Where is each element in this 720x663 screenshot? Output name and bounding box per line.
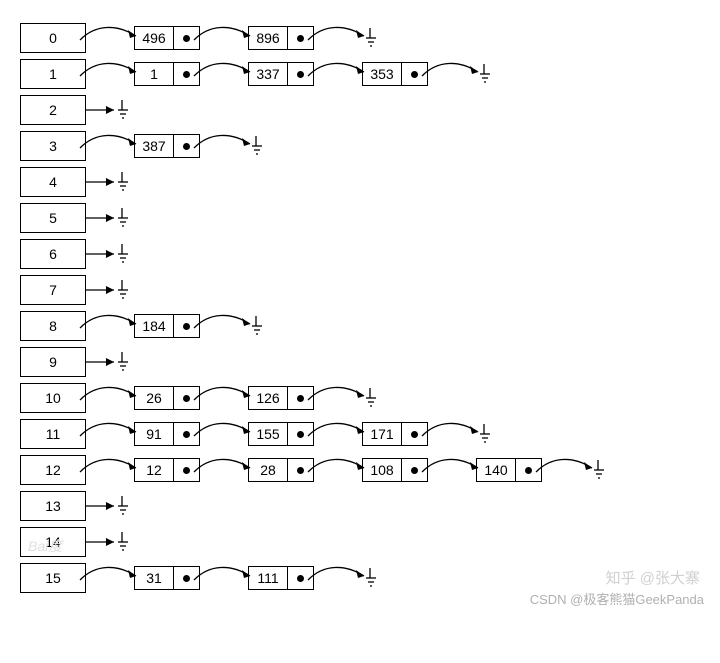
pointer-arrow bbox=[314, 386, 362, 410]
pointer-arrow bbox=[200, 134, 248, 158]
ground-icon bbox=[366, 386, 386, 410]
bucket-row: 2 bbox=[20, 92, 700, 128]
chain bbox=[86, 200, 138, 236]
ground-icon bbox=[118, 170, 138, 194]
chain: 1 337 353 bbox=[86, 56, 500, 92]
pointer-arrow bbox=[86, 26, 134, 50]
bucket-row: 6 bbox=[20, 236, 700, 272]
ground-icon bbox=[366, 26, 386, 50]
ground-icon bbox=[252, 314, 272, 338]
null-pointer-arrow bbox=[86, 170, 114, 194]
ground-icon bbox=[118, 278, 138, 302]
chain: 387 bbox=[86, 128, 272, 164]
chain: 12 28 108 140 bbox=[86, 452, 614, 488]
pointer-arrow bbox=[86, 62, 134, 86]
ground-icon bbox=[118, 98, 138, 122]
ground-icon bbox=[118, 206, 138, 230]
ground-icon bbox=[594, 458, 614, 482]
bucket-row: 14 bbox=[20, 524, 700, 560]
pointer-arrow bbox=[86, 422, 134, 446]
pointer-arrow bbox=[200, 386, 248, 410]
bucket-index-cell: 7 bbox=[20, 275, 86, 305]
pointer-arrow bbox=[428, 422, 476, 446]
bucket-row: 0 496 896 bbox=[20, 20, 700, 56]
ground-icon bbox=[118, 530, 138, 554]
bucket-row: 7 bbox=[20, 272, 700, 308]
pointer-arrow bbox=[86, 386, 134, 410]
bucket-index-cell: 5 bbox=[20, 203, 86, 233]
bucket-row: 8 184 bbox=[20, 308, 700, 344]
watermark-csdn: CSDN @极客熊猫GeekPanda bbox=[530, 589, 704, 608]
bucket-row: 3 387 bbox=[20, 128, 700, 164]
ground-icon bbox=[118, 350, 138, 374]
bucket-row: 4 bbox=[20, 164, 700, 200]
null-pointer-arrow bbox=[86, 530, 114, 554]
pointer-arrow bbox=[86, 566, 134, 590]
chain bbox=[86, 524, 138, 560]
chain: 184 bbox=[86, 308, 272, 344]
ground-icon bbox=[118, 494, 138, 518]
ground-icon bbox=[480, 422, 500, 446]
ground-icon bbox=[252, 134, 272, 158]
ground-icon bbox=[118, 242, 138, 266]
null-pointer-arrow bbox=[86, 494, 114, 518]
chain: 31 111 bbox=[86, 560, 386, 596]
pointer-arrow bbox=[200, 422, 248, 446]
pointer-arrow bbox=[314, 458, 362, 482]
chain: 91 155 171 bbox=[86, 416, 500, 452]
bucket-index-cell: 13 bbox=[20, 491, 86, 521]
bucket-row: 13 bbox=[20, 488, 700, 524]
pointer-arrow bbox=[200, 26, 248, 50]
pointer-arrow bbox=[314, 422, 362, 446]
pointer-arrow bbox=[314, 566, 362, 590]
bucket-index-cell: 2 bbox=[20, 95, 86, 125]
pointer-arrow bbox=[86, 314, 134, 338]
bucket-row: 11 91 155 171 bbox=[20, 416, 700, 452]
bucket-row: 12 12 28 108 140 bbox=[20, 452, 700, 488]
pointer-arrow bbox=[200, 62, 248, 86]
pointer-arrow bbox=[314, 26, 362, 50]
pointer-arrow bbox=[200, 458, 248, 482]
chain bbox=[86, 164, 138, 200]
ground-icon bbox=[480, 62, 500, 86]
null-pointer-arrow bbox=[86, 242, 114, 266]
pointer-arrow bbox=[200, 314, 248, 338]
chain: 496 896 bbox=[86, 20, 386, 56]
chain bbox=[86, 236, 138, 272]
bucket-index-cell: 6 bbox=[20, 239, 86, 269]
chain bbox=[86, 92, 138, 128]
pointer-arrow bbox=[86, 134, 134, 158]
null-pointer-arrow bbox=[86, 206, 114, 230]
null-pointer-arrow bbox=[86, 98, 114, 122]
pointer-arrow bbox=[542, 458, 590, 482]
null-pointer-arrow bbox=[86, 278, 114, 302]
bucket-row: 5 bbox=[20, 200, 700, 236]
pointer-arrow bbox=[86, 458, 134, 482]
bucket-row: 9 bbox=[20, 344, 700, 380]
pointer-arrow bbox=[200, 566, 248, 590]
pointer-arrow bbox=[428, 62, 476, 86]
chain bbox=[86, 488, 138, 524]
watermark-baidu: Bai度 bbox=[28, 536, 62, 556]
hash-table-diagram: 0 496 896 1 1 337 353 2 3 bbox=[20, 20, 700, 596]
chain: 26 126 bbox=[86, 380, 386, 416]
pointer-arrow bbox=[314, 62, 362, 86]
null-pointer-arrow bbox=[86, 350, 114, 374]
watermark-zhihu: 知乎 @张大寨 bbox=[606, 567, 700, 588]
chain bbox=[86, 272, 138, 308]
bucket-index-cell: 4 bbox=[20, 167, 86, 197]
bucket-index-cell: 9 bbox=[20, 347, 86, 377]
pointer-arrow bbox=[428, 458, 476, 482]
bucket-row: 10 26 126 bbox=[20, 380, 700, 416]
chain bbox=[86, 344, 138, 380]
bucket-row: 1 1 337 353 bbox=[20, 56, 700, 92]
ground-icon bbox=[366, 566, 386, 590]
